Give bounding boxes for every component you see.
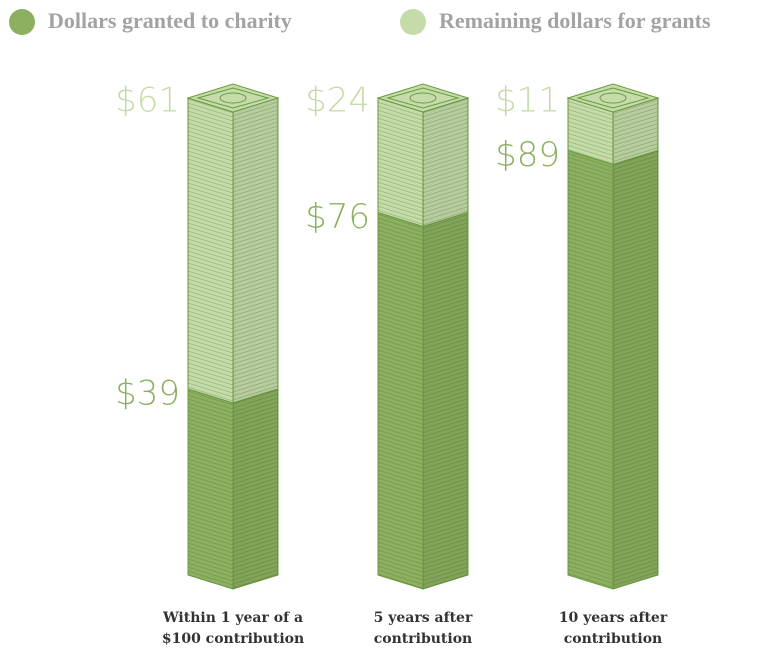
bill-seal	[599, 92, 627, 104]
legend-swatch	[400, 9, 426, 35]
legend-swatch	[9, 9, 35, 35]
bill-seal	[219, 92, 247, 104]
legend-label: Dollars granted to charity	[48, 8, 292, 33]
value-label: $11	[495, 81, 560, 121]
side-lines	[233, 388, 278, 589]
bill-border	[386, 87, 460, 109]
bill-border	[196, 87, 270, 109]
category-label: 10 years after contribution	[558, 610, 668, 647]
value-label: $61	[115, 81, 180, 121]
side-lines	[423, 98, 468, 227]
front-lines	[378, 98, 423, 227]
category-label: 5 years after contribution	[373, 610, 473, 647]
side-lines	[613, 150, 658, 589]
bar-segment	[377, 97, 469, 228]
front-lines	[188, 388, 233, 589]
side-lines	[423, 212, 468, 590]
side-lines	[233, 98, 278, 403]
value-label: $24	[305, 81, 370, 121]
value-label: $89	[495, 135, 560, 175]
bar-segment	[187, 388, 279, 590]
stack-top	[186, 83, 280, 113]
stack-top	[376, 83, 470, 113]
bar-segment	[377, 211, 469, 590]
front-lines	[568, 98, 613, 165]
legend-label: Remaining dollars for grants	[439, 8, 711, 33]
value-label: $76	[305, 197, 370, 237]
bill-border	[576, 87, 650, 109]
bar-segment	[567, 149, 659, 590]
value-label: $39	[115, 373, 180, 413]
bill-seal	[409, 92, 437, 104]
front-lines	[568, 150, 613, 589]
category-label: Within 1 year of a $100 contribution	[161, 610, 305, 647]
front-lines	[188, 98, 233, 403]
side-lines	[613, 98, 658, 165]
front-lines	[378, 212, 423, 590]
bar-segment	[187, 97, 279, 404]
stack-top	[566, 83, 660, 113]
